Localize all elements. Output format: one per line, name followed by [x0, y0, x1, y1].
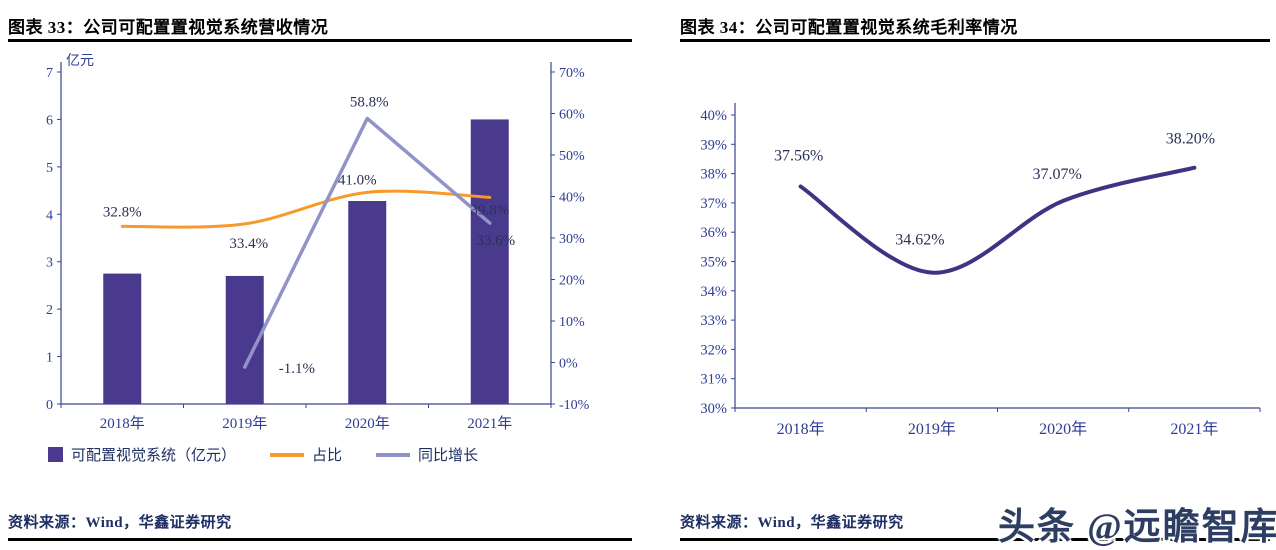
figure-33-chart: 0 1 2 3 4 5 6 7 -10% 0% 10% 20% 30% 40% 50% 60% 70% 亿元 201…	[46, 53, 590, 432]
figure-34-title: 图表 34：公司可配置置视觉系统毛利率情况	[680, 18, 1018, 37]
figure-33-title-rule	[8, 39, 632, 42]
growth-data-label: -1.1%	[279, 361, 315, 377]
legend-item-revenue-bar: 可配置视觉系统（亿元）	[48, 444, 236, 465]
left-axis-tick-label: 1	[46, 351, 53, 366]
revenue-bar-2021年	[470, 119, 509, 404]
left-axis-tick-label: 0	[46, 398, 53, 413]
x-axis-category-label: 2018年	[777, 420, 825, 438]
growth-data-label: 33.6%	[476, 233, 515, 249]
source-note-right: 资料来源：Wind，华鑫证券研究	[680, 515, 904, 531]
figure-34-title-rule	[680, 39, 1270, 42]
left-axis-tick-label: 6	[46, 113, 53, 128]
revenue-bar-2020年	[348, 201, 387, 404]
bar-series-swatch	[48, 447, 63, 462]
legend-label-ratio: 占比	[312, 448, 343, 464]
y-axis-tick-label: 38%	[700, 167, 727, 183]
x-axis-category-label: 2018年	[100, 415, 145, 432]
right-axis-tick-label: 0%	[559, 357, 578, 372]
figure-33-legend: 可配置视觉系统（亿元） 占比 同比增长	[48, 444, 478, 465]
unit-label: 亿元	[66, 53, 94, 69]
source-note-left: 资料来源：Wind，华鑫证券研究	[8, 515, 232, 531]
x-axis-category-label: 2021年	[467, 415, 512, 432]
legend-item-growth-line: 同比增长	[376, 444, 478, 465]
right-axis-tick-label: 40%	[559, 191, 585, 206]
y-axis-tick-label: 37%	[700, 196, 727, 212]
revenue-bar-2018年	[103, 273, 142, 404]
x-axis-category-label: 2019年	[222, 415, 267, 432]
margin-data-label: 38.20%	[1166, 131, 1215, 148]
x-axis-category-label: 2019年	[908, 420, 956, 438]
figure-33-title: 图表 33：公司可配置置视觉系统营收情况	[8, 18, 329, 37]
right-axis-tick-label: -10%	[559, 398, 590, 413]
legend-label-revenue: 可配置视觉系统（亿元）	[71, 448, 237, 464]
ratio-data-label: 32.8%	[103, 204, 142, 220]
figure-33-bottom-rule	[8, 538, 632, 541]
left-axis-tick-label: 3	[46, 256, 53, 271]
y-axis-tick-label: 39%	[700, 137, 727, 153]
ratio-data-label: 41.0%	[338, 172, 377, 188]
right-axis-tick-label: 20%	[559, 274, 585, 289]
y-axis-tick-label: 30%	[700, 401, 727, 417]
right-axis-tick-label: 50%	[559, 149, 585, 164]
watermark-toutiao: 头条 @远瞻智库	[998, 507, 1276, 548]
ratio-series-swatch	[270, 452, 305, 457]
growth-data-label: 58.8%	[350, 94, 389, 110]
margin-data-label: 37.56%	[774, 147, 823, 164]
y-axis-tick-label: 36%	[700, 225, 727, 241]
y-axis-tick-label: 32%	[700, 342, 727, 358]
legend-item-ratio-line: 占比	[270, 444, 342, 465]
left-axis-tick-label: 4	[46, 208, 53, 223]
margin-data-label: 37.07%	[1032, 166, 1081, 183]
right-axis-tick-label: 30%	[559, 232, 585, 247]
gross-margin-line	[798, 165, 1197, 275]
ratio-data-label: 39.8%	[470, 202, 509, 218]
right-axis-tick-label: 10%	[559, 315, 585, 330]
left-axis-tick-label: 7	[46, 66, 53, 81]
x-axis-category-label: 2020年	[345, 415, 390, 432]
y-axis-tick-label: 34%	[700, 284, 727, 300]
x-axis-category-label: 2021年	[1170, 420, 1218, 438]
y-axis-tick-label: 40%	[700, 108, 727, 124]
ratio-data-label: 33.4%	[229, 236, 268, 252]
right-axis-tick-label: 60%	[559, 108, 585, 123]
growth-line	[243, 116, 492, 369]
legend-label-growth: 同比增长	[418, 448, 479, 464]
y-axis-tick-label: 31%	[700, 372, 727, 388]
x-axis-category-label: 2020年	[1039, 420, 1087, 438]
left-axis-tick-label: 2	[46, 303, 53, 318]
y-axis-tick-label: 35%	[700, 255, 727, 271]
right-axis-tick-label: 70%	[559, 66, 585, 81]
ratio-line	[120, 189, 492, 229]
figure-34-chart: 30% 31% 32% 33% 34% 35% 36% 37% 38% 39% 40% 2018年 20…	[700, 103, 1261, 438]
left-axis-tick-label: 5	[46, 161, 53, 176]
figure-34-bottom-rule	[680, 538, 1270, 541]
margin-data-label: 34.62%	[895, 232, 944, 249]
growth-series-swatch	[376, 452, 411, 457]
y-axis-tick-label: 33%	[700, 313, 727, 329]
